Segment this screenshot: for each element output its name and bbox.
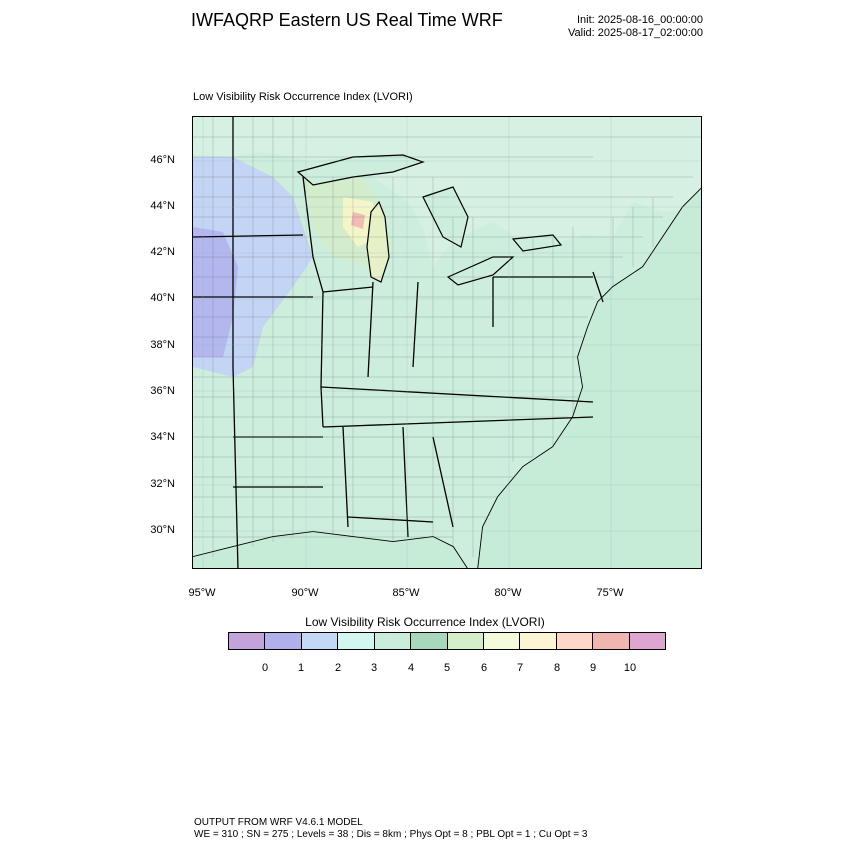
init-time: Init: 2025-08-16_00:00:00 xyxy=(577,14,703,26)
map-canvas xyxy=(193,117,701,568)
colorbar-label: 5 xyxy=(443,662,451,674)
colorbar-label: 4 xyxy=(407,662,415,674)
lake-superior xyxy=(296,154,425,186)
lat-label: 44°N xyxy=(150,200,175,212)
lake-michigan xyxy=(366,200,390,283)
colorbar-swatch xyxy=(447,633,484,649)
map-frame xyxy=(192,116,702,569)
plot-title: Low Visibility Risk Occurrence Index (LV… xyxy=(193,91,413,103)
valid-time: Valid: 2025-08-17_02:00:00 xyxy=(568,27,703,39)
colorbar-swatch xyxy=(301,633,339,649)
lon-label: 75°W xyxy=(596,587,624,599)
lat-label: 38°N xyxy=(150,339,175,351)
lat-label: 36°N xyxy=(150,385,175,397)
colorbar-swatch xyxy=(520,633,557,649)
colorbar-label: 10 xyxy=(623,662,637,674)
lat-label: 32°N xyxy=(150,478,175,490)
lowest-index-region xyxy=(193,227,238,357)
colorbar-label: 6 xyxy=(480,662,488,674)
lon-label: 90°W xyxy=(291,587,319,599)
colorbar-label: 0 xyxy=(261,662,269,674)
colorbar-swatch xyxy=(374,633,412,649)
footer: OUTPUT FROM WRF V4.6.1 MODEL WE = 310 ; … xyxy=(194,817,587,841)
lat-label: 40°N xyxy=(150,292,175,304)
lake-ontario xyxy=(511,234,563,252)
pink-patch xyxy=(351,212,365,229)
graticule xyxy=(193,117,701,568)
lon-label: 85°W xyxy=(392,587,420,599)
lat-label: 34°N xyxy=(150,431,175,443)
colorbar-title: Low Visibility Risk Occurrence Index (LV… xyxy=(305,615,545,629)
gulf-of-mexico xyxy=(193,532,467,568)
lake-erie xyxy=(446,256,515,286)
footer-model-line: OUTPUT FROM WRF V4.6.1 MODEL xyxy=(194,817,363,828)
colorbar-label: 1 xyxy=(297,662,305,674)
colorbar-swatch xyxy=(556,633,594,649)
time-block: Init: 2025-08-16_00:00:00 Valid: 2025-08… xyxy=(568,14,703,40)
lat-label: 30°N xyxy=(150,524,175,536)
colorbar-swatch xyxy=(411,633,448,649)
colorbar-label: 9 xyxy=(589,662,597,674)
colorbar-swatch xyxy=(629,633,666,649)
colorbar-swatch xyxy=(338,633,375,649)
main-title: IWFAQRP Eastern US Real Time WRF xyxy=(191,10,503,30)
colorbar-swatch xyxy=(265,633,302,649)
lon-label: 95°W xyxy=(188,587,216,599)
county-boundaries xyxy=(193,117,701,557)
atlantic-ocean xyxy=(478,189,701,568)
colorbar-label: 3 xyxy=(370,662,378,674)
colorbar-swatch xyxy=(483,633,521,649)
lat-label: 46°N xyxy=(150,154,175,166)
lat-label: 42°N xyxy=(150,246,175,258)
colorbar-label: 7 xyxy=(516,662,524,674)
colorbar-swatch xyxy=(593,633,630,649)
lon-label: 80°W xyxy=(494,587,522,599)
footer-config-line: WE = 310 ; SN = 275 ; Levels = 38 ; Dis … xyxy=(194,829,588,840)
colorbar xyxy=(228,632,666,650)
colorbar-label: 8 xyxy=(553,662,561,674)
colorbar-swatch xyxy=(229,633,266,649)
colorbar-label: 2 xyxy=(334,662,342,674)
